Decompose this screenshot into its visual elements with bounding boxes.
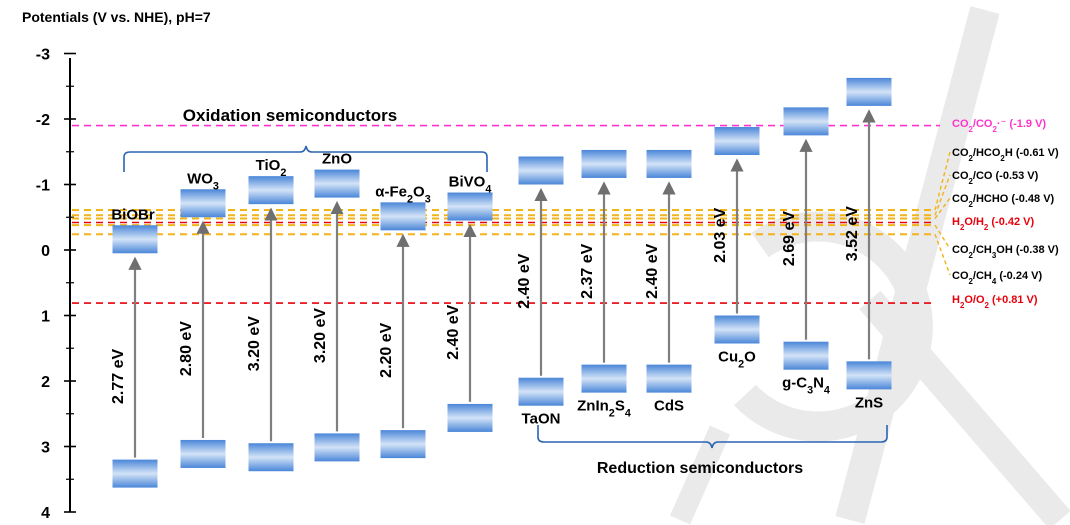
- conduction-band: [314, 169, 360, 198]
- conduction-band: [112, 225, 158, 254]
- label-connector: [934, 197, 951, 219]
- semiconductor-znin2s4: 2.37 eV ZnIn2S4: [577, 149, 631, 420]
- valence-band: [581, 364, 627, 393]
- conduction-band: [447, 192, 493, 221]
- conduction-band: [248, 176, 294, 205]
- reduction-group-label: Reduction semiconductors: [597, 460, 803, 477]
- y-tick-label: 2: [41, 374, 50, 391]
- band-gap-label: 2.80 eV: [178, 321, 195, 376]
- label-connector: [934, 224, 951, 250]
- label-connector: [934, 234, 951, 276]
- semiconductor-cds: 2.40 eV CdS: [644, 149, 692, 415]
- label-connector: [934, 174, 951, 216]
- conduction-band: [581, 149, 627, 178]
- semiconductor-name: ZnS: [855, 394, 883, 411]
- band-gap-label: 3.20 eV: [246, 316, 263, 371]
- semiconductor-name: ZnO: [322, 151, 352, 168]
- conduction-band: [646, 149, 692, 178]
- semiconductor-name: WO3: [187, 170, 219, 192]
- band-gap-label: 2.40 eV: [445, 304, 462, 359]
- band-gap-label: 3.52 eV: [844, 206, 861, 261]
- y-tick-label: 3: [41, 440, 50, 457]
- valence-band: [646, 364, 692, 393]
- y-axis: -3 -2 -1 0 1 2 3 4: [36, 47, 76, 522]
- semiconductor-name: α-Fe2O3: [375, 183, 430, 205]
- semiconductor-name: BiOBr: [111, 206, 155, 223]
- semiconductor-name: ZnIn2S4: [577, 398, 631, 420]
- redox-level-label: H2O/O2 (+0.81 V): [952, 294, 1038, 310]
- band-gap-label: 2.40 eV: [644, 243, 661, 298]
- semiconductor-name: g-C3N4: [782, 375, 830, 397]
- y-tick-label: 1: [41, 309, 50, 326]
- semiconductor-cu2o: 2.03 eV Cu2O: [712, 127, 760, 371]
- semiconductor-g-c3n4: 2.69 eV g-C3N4: [781, 107, 830, 397]
- band-gap-label: 2.77 eV: [110, 349, 127, 404]
- valence-band: [846, 361, 892, 390]
- valence-band: [783, 341, 829, 370]
- band-gap-label: 2.37 eV: [579, 243, 596, 298]
- semiconductor-name: Cu2O: [718, 349, 756, 371]
- conduction-band: [518, 156, 564, 185]
- conduction-band: [783, 107, 829, 136]
- valence-band: [447, 403, 493, 432]
- y-tick-label: 4: [41, 505, 50, 522]
- y-tick-label: -3: [36, 47, 50, 64]
- semiconductor-bivo4: 2.40 eV BiVO4: [445, 174, 493, 432]
- figure-title: Potentials (V vs. NHE), pH=7: [22, 9, 211, 25]
- semiconductor-zno: 3.20 eV ZnO: [312, 151, 360, 462]
- band-gap-label: 2.20 eV: [378, 322, 395, 377]
- semiconductor-taon: 2.40 eV TaON: [516, 156, 564, 428]
- redox-level-label: H2O/H2 (-0.42 V): [952, 216, 1035, 232]
- valence-band: [180, 439, 226, 468]
- redox-level-label: CO2/CO (-0.53 V): [952, 170, 1039, 186]
- redox-level-labels: CO2/CO2·⁻ (-1.9 V) CO2/HCO2H (-0.61 V) CO2…: [934, 118, 1059, 310]
- redox-level-label: CO2/CH4 (-0.24 V): [952, 270, 1042, 286]
- band-gap-label: 2.40 eV: [516, 253, 533, 308]
- semiconductor-tio2: 3.20 eV TiO2: [246, 157, 294, 472]
- semiconductor-wo3: 2.80 eV WO3: [178, 170, 226, 468]
- semiconductor--fe2o3: 2.20 eV α-Fe2O3: [375, 183, 431, 459]
- redox-level-label: CO2/HCHO (-0.48 V): [952, 193, 1055, 209]
- valence-band: [518, 377, 564, 406]
- reduction-bracket: Reduction semiconductors: [537, 425, 888, 477]
- redox-level-label: CO2/CO2·⁻ (-1.9 V): [952, 118, 1046, 134]
- conduction-band: [180, 189, 226, 218]
- valence-band: [380, 430, 426, 459]
- semiconductor-name: CdS: [654, 398, 684, 415]
- redox-level-label: CO2/CH3OH (-0.38 V): [952, 244, 1059, 260]
- conduction-band: [846, 77, 892, 106]
- conduction-band: [380, 202, 426, 231]
- band-gap-label: 2.69 eV: [781, 211, 798, 266]
- semiconductor-name: TiO2: [256, 157, 287, 179]
- band-gap-label: 2.03 eV: [712, 207, 729, 262]
- semiconductor-name: BiVO4: [449, 174, 492, 196]
- label-connector: [934, 151, 951, 211]
- semiconductor-name: TaON: [522, 411, 561, 428]
- redox-level-label: CO2/HCO2H (-0.61 V): [952, 147, 1059, 163]
- semiconductor-biobr: 2.77 eV BiOBr: [110, 206, 158, 488]
- y-tick-label: 0: [41, 243, 50, 260]
- valence-band: [112, 459, 158, 488]
- valence-band: [248, 443, 294, 472]
- watermark: [669, 6, 1070, 525]
- valence-band: [714, 315, 760, 344]
- valence-band: [314, 433, 360, 462]
- band-gap-label: 3.20 eV: [312, 308, 329, 363]
- y-tick-label: -2: [36, 112, 50, 129]
- semiconductor-zns: 3.52 eV ZnS: [844, 77, 892, 411]
- oxidation-group-label: Oxidation semiconductors: [183, 106, 397, 125]
- conduction-band: [714, 127, 760, 156]
- y-tick-label: -1: [36, 178, 50, 195]
- oxidation-bracket: Oxidation semiconductors: [123, 106, 488, 172]
